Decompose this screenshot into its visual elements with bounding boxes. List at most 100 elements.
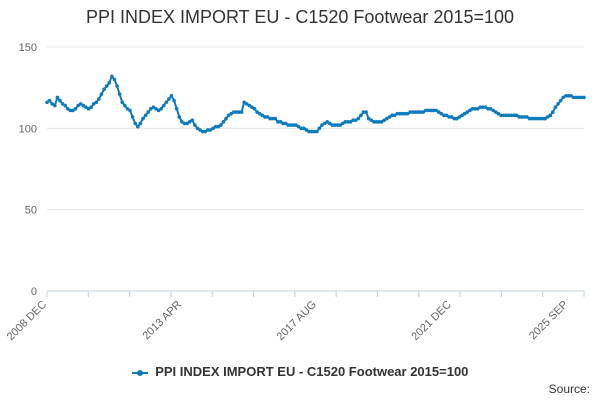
data-point[interactable]	[237, 110, 241, 114]
data-point[interactable]	[457, 115, 462, 119]
data-point[interactable]	[231, 110, 236, 114]
data-point[interactable]	[564, 94, 568, 98]
data-point[interactable]	[369, 118, 374, 122]
data-point[interactable]	[442, 113, 446, 118]
data-point[interactable]	[385, 116, 389, 121]
data-point[interactable]	[556, 102, 560, 106]
data-point[interactable]	[291, 123, 296, 127]
data-point[interactable]	[169, 94, 174, 98]
data-point[interactable]	[501, 113, 506, 118]
data-point[interactable]	[569, 94, 573, 98]
data-point[interactable]	[273, 116, 278, 121]
data-point[interactable]	[346, 120, 350, 124]
data-point[interactable]	[434, 108, 438, 113]
data-point[interactable]	[519, 115, 524, 119]
data-point[interactable]	[423, 108, 428, 113]
data-point[interactable]	[571, 95, 576, 100]
data-point[interactable]	[154, 107, 158, 111]
data-point[interactable]	[421, 110, 425, 114]
data-point[interactable]	[351, 118, 355, 122]
data-point[interactable]	[63, 103, 67, 108]
data-point[interactable]	[198, 128, 202, 132]
data-point[interactable]	[486, 107, 490, 111]
data-point[interactable]	[525, 115, 529, 119]
data-point[interactable]	[76, 103, 80, 108]
data-point[interactable]	[182, 121, 187, 126]
data-point[interactable]	[299, 126, 304, 131]
data-point[interactable]	[561, 95, 566, 100]
data-point[interactable]	[52, 103, 57, 108]
data-point[interactable]	[473, 107, 477, 111]
data-point[interactable]	[161, 103, 166, 108]
data-point[interactable]	[574, 95, 579, 100]
data-point[interactable]	[372, 120, 376, 124]
data-point[interactable]	[247, 103, 252, 108]
data-point[interactable]	[138, 121, 143, 126]
data-point[interactable]	[84, 105, 88, 109]
data-point[interactable]	[78, 102, 83, 106]
data-point[interactable]	[117, 92, 122, 96]
data-point[interactable]	[203, 129, 208, 134]
data-point[interactable]	[488, 107, 493, 111]
data-point[interactable]	[509, 113, 514, 118]
data-point[interactable]	[514, 113, 519, 118]
data-point[interactable]	[545, 115, 550, 119]
data-point[interactable]	[123, 103, 127, 108]
data-point[interactable]	[439, 111, 444, 116]
data-point[interactable]	[107, 80, 112, 85]
data-point[interactable]	[330, 123, 335, 127]
data-point[interactable]	[356, 116, 361, 121]
data-point[interactable]	[260, 113, 265, 118]
data-point[interactable]	[270, 116, 275, 121]
data-point[interactable]	[115, 84, 119, 88]
data-point[interactable]	[403, 111, 407, 116]
data-point[interactable]	[234, 110, 239, 114]
data-point[interactable]	[177, 115, 182, 119]
data-point[interactable]	[431, 108, 436, 113]
data-point[interactable]	[265, 115, 270, 119]
data-point[interactable]	[86, 107, 91, 111]
data-point[interactable]	[540, 116, 545, 121]
data-point[interactable]	[159, 107, 163, 111]
data-point[interactable]	[55, 95, 60, 100]
legend[interactable]: PPI INDEX IMPORT EU - C1520 Footwear 201…	[0, 364, 600, 379]
data-point[interactable]	[418, 110, 423, 114]
data-point[interactable]	[410, 110, 415, 114]
data-point[interactable]	[276, 120, 280, 124]
data-point[interactable]	[156, 108, 161, 113]
data-point[interactable]	[558, 98, 563, 103]
data-point[interactable]	[244, 102, 249, 106]
data-point[interactable]	[322, 121, 327, 126]
data-point[interactable]	[535, 116, 540, 121]
data-point[interactable]	[452, 116, 457, 121]
data-point[interactable]	[146, 110, 150, 114]
data-point[interactable]	[286, 123, 291, 127]
data-point[interactable]	[436, 110, 441, 114]
data-point[interactable]	[58, 98, 62, 103]
data-point[interactable]	[338, 123, 342, 127]
data-point[interactable]	[125, 107, 130, 111]
data-point[interactable]	[426, 108, 431, 113]
data-point[interactable]	[89, 105, 93, 109]
data-point[interactable]	[387, 115, 392, 119]
data-point[interactable]	[112, 77, 117, 82]
data-point[interactable]	[120, 100, 125, 105]
data-point[interactable]	[494, 110, 498, 114]
data-point[interactable]	[60, 102, 65, 106]
data-point[interactable]	[553, 105, 558, 109]
data-point[interactable]	[444, 113, 449, 118]
data-point[interactable]	[213, 124, 218, 129]
data-point[interactable]	[374, 120, 379, 124]
data-point[interactable]	[65, 107, 70, 111]
data-point[interactable]	[455, 116, 459, 121]
data-point[interactable]	[413, 110, 418, 114]
data-point[interactable]	[141, 116, 145, 121]
data-point[interactable]	[187, 120, 192, 124]
data-point[interactable]	[408, 110, 412, 114]
data-point[interactable]	[517, 115, 521, 119]
data-point[interactable]	[307, 129, 311, 134]
data-point[interactable]	[81, 103, 86, 108]
data-point[interactable]	[522, 115, 527, 119]
data-point[interactable]	[252, 107, 257, 111]
data-point[interactable]	[395, 111, 400, 116]
